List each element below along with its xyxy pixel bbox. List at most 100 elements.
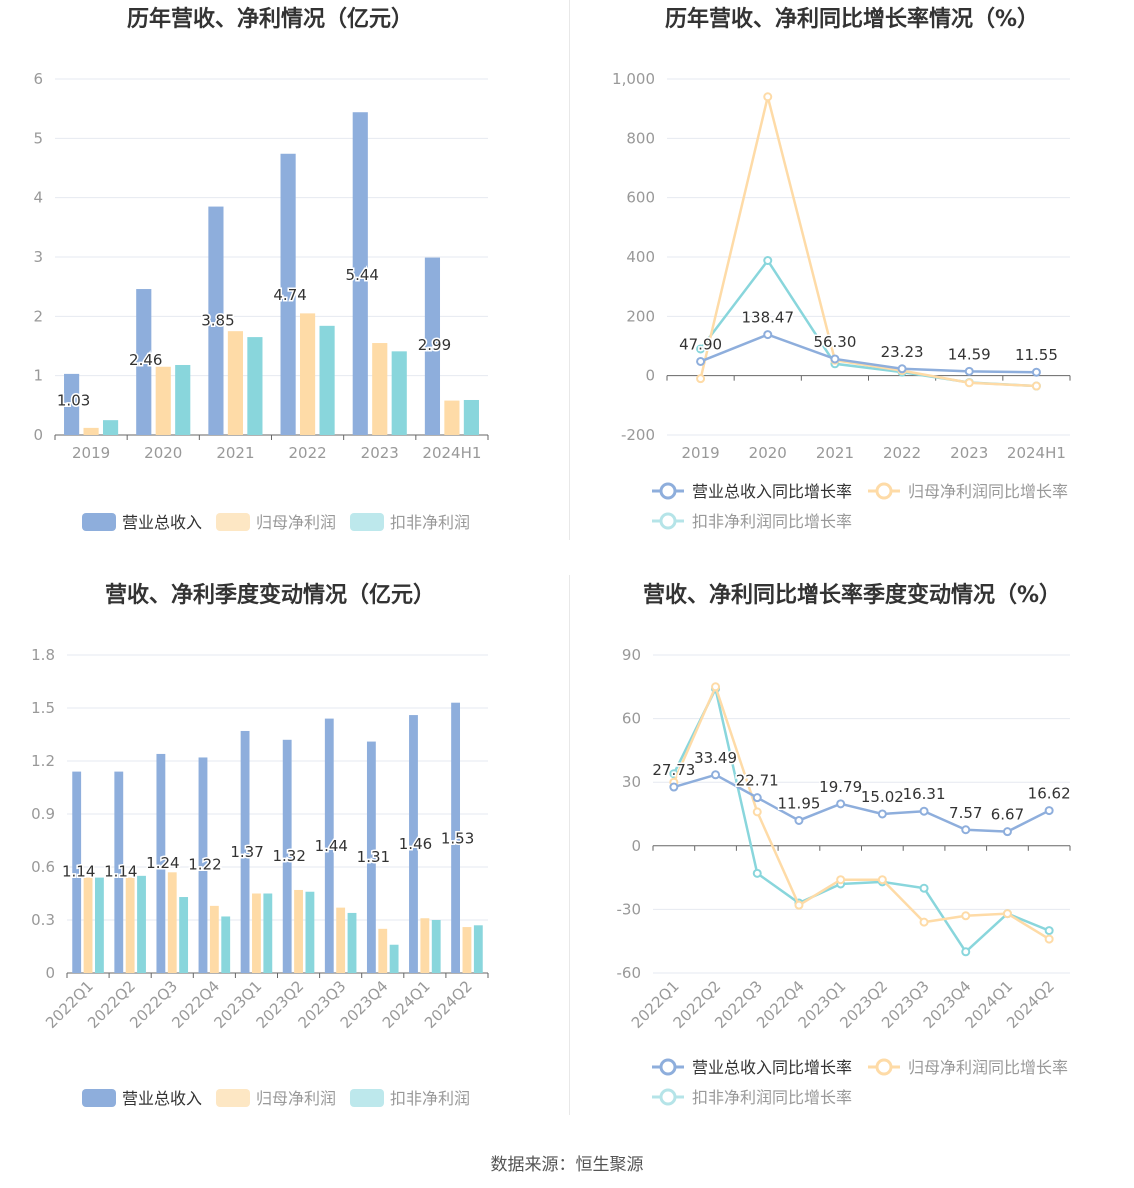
bar — [247, 337, 263, 435]
data-label: 11.55 — [1015, 346, 1058, 364]
legend-item[interactable]: 归母净利润 — [216, 1089, 336, 1108]
series-line — [700, 333, 1037, 374]
bar — [336, 907, 346, 973]
data-label: 19.79 — [819, 778, 862, 796]
legend-item[interactable]: 营业总收入同比增长率 — [652, 1058, 852, 1077]
data-point — [1044, 806, 1054, 816]
y-tick-label: 0.9 — [31, 805, 55, 823]
data-point — [836, 875, 846, 885]
y-tick-label: 1.5 — [31, 699, 55, 717]
y-tick-label: 0 — [45, 964, 55, 982]
bar — [263, 893, 273, 973]
y-tick-label: -30 — [617, 900, 642, 918]
data-label: 27.73 — [652, 761, 695, 779]
legend-item[interactable]: 营业总收入 — [82, 513, 202, 532]
bar — [463, 399, 479, 435]
data-point — [696, 344, 706, 354]
data-label: 15.02 — [861, 788, 904, 806]
data-point — [763, 330, 773, 340]
bar — [389, 944, 399, 973]
y-tick-label: 2 — [33, 307, 43, 325]
data-label: 5.44 — [346, 266, 379, 284]
y-tick-label: 0 — [645, 367, 655, 385]
x-tick-label: 2024H1 — [1007, 444, 1066, 462]
legend-swatch — [82, 513, 116, 531]
series-line — [672, 685, 1050, 954]
legend-item[interactable]: 扣非净利润同比增长率 — [652, 1088, 852, 1107]
series-line — [699, 96, 1037, 388]
data-point — [1044, 926, 1054, 936]
x-tick-label: 2022 — [288, 444, 326, 462]
data-label: 3.85 — [201, 311, 234, 329]
x-tick-label: 2020 — [749, 444, 787, 462]
bar — [305, 891, 315, 973]
data-point — [961, 825, 971, 835]
data-label: 2.46 — [129, 351, 162, 369]
bar — [252, 893, 261, 973]
x-tick-label: 2020 — [144, 444, 182, 462]
bar — [156, 753, 166, 973]
bar — [473, 925, 483, 973]
bar — [462, 927, 472, 973]
data-label: 1.32 — [272, 847, 305, 865]
legend-item[interactable]: 归母净利润同比增长率 — [868, 1058, 1068, 1077]
bar — [282, 739, 292, 973]
y-tick-label: 0 — [33, 426, 43, 444]
chart-title: 历年营收、净利情况（亿元） — [127, 6, 413, 32]
chart-title: 营收、净利同比增长率季度变动情况（%） — [643, 582, 1061, 608]
data-point — [961, 947, 971, 957]
data-label: 11.95 — [777, 794, 820, 812]
data-point — [711, 770, 721, 780]
data-label: 16.62 — [1028, 785, 1071, 803]
legend-label: 营业总收入同比增长率 — [692, 1058, 852, 1077]
legend-label: 扣非净利润 — [390, 1089, 470, 1108]
bar — [198, 757, 208, 973]
legend-item[interactable]: 归母净利润 — [216, 513, 336, 532]
x-tick-label: 2023 — [361, 444, 399, 462]
data-label: 1.46 — [399, 835, 432, 853]
data-point — [830, 354, 840, 364]
data-label: 1.14 — [104, 862, 137, 880]
bar — [378, 928, 388, 973]
legend-item[interactable]: 扣非净利润 — [350, 513, 470, 532]
y-tick-label: 5 — [33, 129, 43, 147]
data-label: 56.30 — [813, 333, 856, 351]
legend-item[interactable]: 营业总收入 — [82, 1089, 202, 1108]
y-tick-label: 60 — [622, 710, 641, 728]
data-point — [752, 868, 762, 878]
data-point — [964, 366, 974, 376]
y-tick-label: 800 — [626, 129, 655, 147]
data-point — [794, 815, 804, 825]
chart-title: 营收、净利季度变动情况（亿元） — [105, 582, 435, 608]
bar — [451, 702, 461, 973]
data-label: 138.47 — [742, 309, 795, 327]
legend-item[interactable]: 扣非净利润 — [350, 1089, 470, 1108]
annual-growth-rate-chart: 历年营收、净利同比增长率情况（%） -200 0 200 400 600 800 1,000 2… — [612, 6, 1071, 531]
legend-swatch — [82, 1089, 116, 1107]
bar — [366, 741, 376, 973]
bar — [319, 325, 335, 435]
y-tick-label: 1,000 — [612, 70, 655, 88]
data-point — [763, 256, 773, 266]
bar — [424, 257, 441, 435]
legend-label: 扣非净利润同比增长率 — [692, 512, 852, 531]
data-label: 1.24 — [146, 854, 179, 872]
legend-item[interactable]: 归母净利润同比增长率 — [868, 482, 1068, 501]
y-tick-label: 30 — [622, 773, 641, 791]
bar — [179, 897, 189, 973]
data-source-note: 数据来源：恒生聚源 — [490, 1155, 644, 1175]
y-tick-label: 400 — [626, 248, 655, 266]
x-tick-label: 2022 — [883, 444, 921, 462]
chart-title: 历年营收、净利同比增长率情况（%） — [665, 6, 1039, 32]
legend-item[interactable]: 扣非净利润同比增长率 — [652, 512, 852, 531]
x-tick-label: 2019 — [72, 444, 110, 462]
panel-divider-top — [569, 0, 570, 540]
legend-item[interactable]: 营业总收入同比增长率 — [652, 482, 852, 501]
bar — [64, 373, 80, 435]
data-point — [763, 92, 773, 102]
data-point — [752, 793, 762, 803]
data-label: 1.37 — [230, 843, 263, 861]
data-point — [1031, 381, 1041, 391]
y-tick-label: -200 — [621, 426, 655, 444]
data-label: 1.44 — [315, 837, 348, 855]
